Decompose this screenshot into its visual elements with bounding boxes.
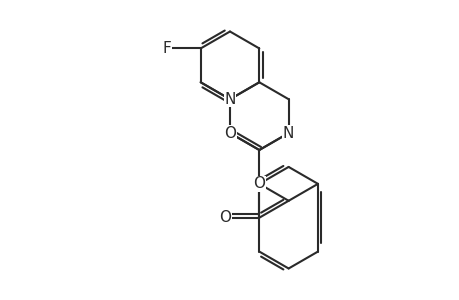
Text: O: O [224, 126, 235, 141]
Text: N: N [282, 126, 294, 141]
Text: O: O [219, 210, 231, 225]
Text: N: N [224, 92, 235, 107]
Text: F: F [162, 41, 171, 56]
Text: O: O [253, 176, 265, 191]
